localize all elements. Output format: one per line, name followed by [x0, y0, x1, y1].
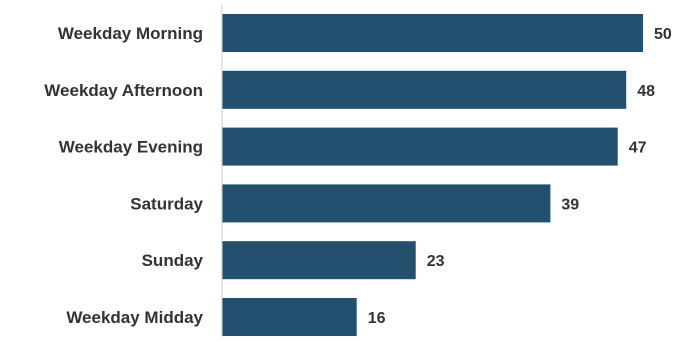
data-label: 50	[654, 26, 672, 43]
data-label: 39	[561, 196, 579, 213]
bar-0	[222, 14, 643, 52]
labels-layer: Weekday Morning 50 Weekday Afternoon 48 Week…	[44, 24, 672, 327]
category-label: Saturday	[130, 194, 203, 213]
category-label: Weekday Evening	[59, 138, 203, 157]
data-label: 47	[629, 140, 647, 157]
category-label: Sunday	[142, 251, 204, 270]
data-label: 48	[637, 83, 655, 100]
bar-4	[222, 241, 416, 280]
category-label: Weekday Morning	[58, 24, 203, 43]
bar-2	[222, 127, 618, 166]
bar-5	[222, 298, 357, 336]
bar-3	[222, 184, 551, 223]
data-label: 23	[427, 253, 445, 270]
data-label: 16	[368, 310, 386, 327]
bar-1	[222, 70, 627, 109]
category-label: Weekday Afternoon	[44, 81, 203, 100]
category-label: Weekday Midday	[66, 308, 203, 327]
bars-layer	[222, 14, 643, 336]
